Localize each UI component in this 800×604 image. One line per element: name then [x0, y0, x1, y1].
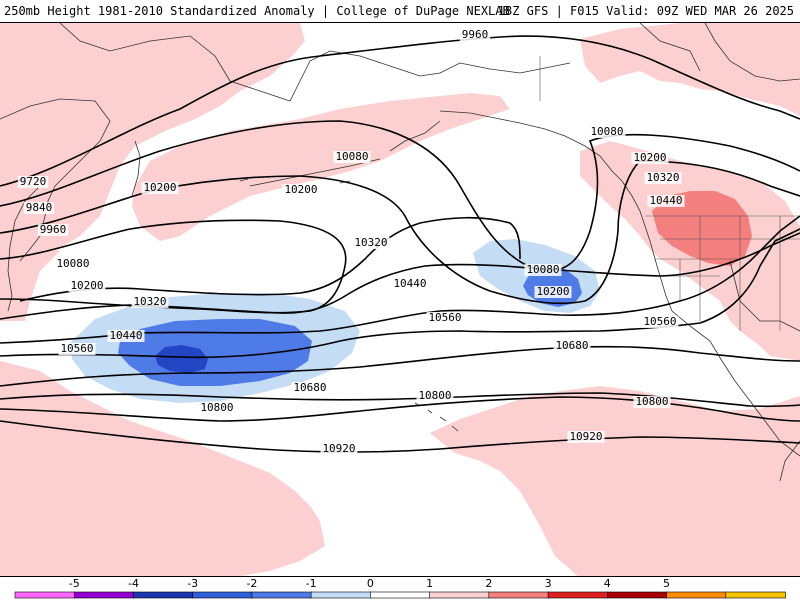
strong-negative-anomaly: [155, 345, 208, 373]
contour-label: 10080: [335, 150, 368, 163]
model-run-info: 18Z GFS | F015 Valid: 09Z WED MAR 26 202…: [497, 4, 794, 18]
contour-label: 10080: [590, 125, 623, 138]
contour-label-bg: [647, 195, 685, 207]
colorbar-segment: [14, 591, 76, 599]
contour-label-bg: [391, 278, 429, 290]
colorbar-segment: [547, 591, 609, 599]
contour-label: 10560: [643, 315, 676, 328]
contour-label: 10200: [536, 285, 569, 298]
contour-label-bg: [426, 312, 464, 324]
state-borders: [539, 56, 800, 331]
colorbar-segment: [607, 591, 668, 599]
strong-positive-anomaly: [652, 191, 752, 266]
contour-label: 9720: [20, 175, 47, 188]
colorbar-label: 1: [426, 577, 434, 590]
contour-label-bg: [524, 264, 562, 276]
contour-label: 10680: [293, 381, 326, 394]
contour-label-bg: [107, 330, 145, 342]
contour-label: 10080: [526, 263, 559, 276]
colorbar-segment: [666, 591, 727, 599]
contour-label-bg: [553, 340, 591, 352]
contour-label: 10320: [133, 295, 166, 308]
contour-label: 10560: [428, 311, 461, 324]
contour-label-bg: [198, 402, 236, 414]
contour-label: 10320: [354, 236, 387, 249]
title-bar: 250mb Height 1981-2010 Standardized Anom…: [0, 0, 800, 22]
colorbar-segment: [725, 591, 786, 599]
colorbar-segment: [251, 591, 312, 599]
contour-label: 10920: [322, 442, 355, 455]
contour-label-bg: [291, 382, 329, 394]
colorbar-segment: [133, 591, 194, 599]
colorbar-segment: [73, 591, 135, 599]
contour-label-bg: [352, 237, 390, 249]
colorbar-segment: [429, 591, 490, 599]
contour-label: 10800: [200, 401, 233, 414]
contour-label-bg: [131, 296, 169, 308]
colorbar-label: -3: [187, 577, 199, 590]
contour-label: 10800: [418, 389, 451, 402]
contour-label: 10440: [393, 277, 426, 290]
colorbar-label: 0: [366, 577, 374, 590]
contour-label-bg: [23, 202, 55, 214]
contour-label-bg: [459, 29, 491, 41]
contour-label: 9840: [26, 201, 53, 214]
contour-label-bg: [416, 390, 454, 402]
contour-label: 10440: [649, 194, 682, 207]
contour-label-bg: [644, 172, 682, 184]
contour-label-bg: [58, 343, 96, 355]
contour-label-bg: [631, 152, 669, 164]
contour-label: 10200: [70, 279, 103, 292]
contour-label: 10200: [633, 151, 666, 164]
contour-label: 10320: [646, 171, 679, 184]
contour-label-bg: [320, 443, 358, 455]
contour-label: 10200: [143, 181, 176, 194]
colorbar-label: -4: [127, 577, 139, 590]
contour-label: 10920: [569, 430, 602, 443]
contour-label: 9960: [462, 28, 489, 41]
colorbar-label: 2: [485, 577, 493, 590]
contour-label-bg: [641, 316, 679, 328]
contour-label: 10800: [635, 395, 668, 408]
colorbar-label: -5: [68, 577, 80, 590]
contour-label: 10440: [109, 329, 142, 342]
contour-label-bg: [633, 396, 671, 408]
colorbar-label: 4: [603, 577, 611, 590]
contour-label-bg: [588, 126, 626, 138]
positive-anomaly-shading: [0, 23, 800, 576]
contour-labels: 9720 9840 9960 9960 10080 10080 10080 10080 1020…: [17, 28, 685, 455]
contour-label: 10680: [555, 339, 588, 352]
contour-label-bg: [37, 224, 69, 236]
contour-label: 9960: [40, 223, 67, 236]
anomaly-colorbar: -5 -4 -3 -2 -1 0 1 2 3 4 5: [0, 577, 800, 600]
colorbar-svg: [14, 591, 786, 599]
contour-label-bg: [141, 182, 179, 194]
contour-label: 10080: [56, 257, 89, 270]
colorbar-label: -2: [246, 577, 258, 590]
colorbar-segment: [192, 591, 253, 599]
map-area: 9720 9840 9960 9960 10080 10080 10080 10080 1020…: [0, 22, 800, 577]
colorbar-label: 3: [544, 577, 552, 590]
contour-label-bg: [54, 258, 92, 270]
colorbar-segment: [370, 591, 431, 599]
contour-label-bg: [333, 151, 371, 163]
contour-label: 10560: [60, 342, 93, 355]
contour-label-bg: [534, 286, 572, 298]
contour-label-bg: [282, 184, 320, 196]
colorbar-label: -1: [305, 577, 317, 590]
contour-label-bg: [567, 431, 605, 443]
colorbar-segment: [310, 591, 372, 599]
contour-label-bg: [17, 176, 49, 188]
contour-label-bg: [68, 280, 106, 292]
contour-label: 10200: [284, 183, 317, 196]
colorbar-segment: [488, 591, 549, 599]
map-title: 250mb Height 1981-2010 Standardized Anom…: [4, 4, 510, 18]
colorbar-label: 5: [663, 577, 671, 590]
